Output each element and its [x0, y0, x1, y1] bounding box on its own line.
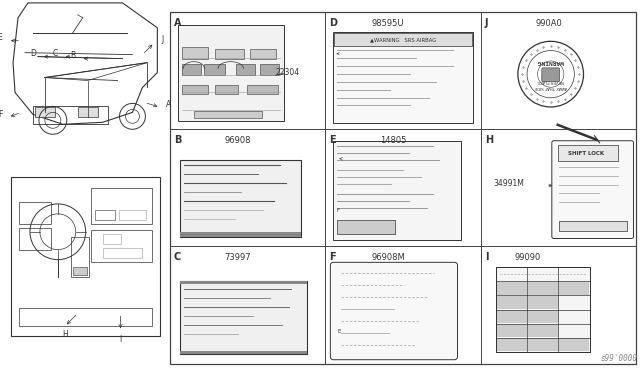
Text: ▲WARNING   SRS AIRBAG: ▲WARNING SRS AIRBAG — [370, 37, 436, 42]
Bar — [528, 310, 558, 323]
Text: A: A — [174, 18, 181, 28]
Bar — [497, 282, 527, 295]
Bar — [180, 351, 307, 354]
Text: B: B — [174, 135, 181, 145]
Text: J: J — [484, 18, 488, 28]
Bar — [102, 234, 120, 244]
Bar — [71, 237, 89, 276]
Text: E: E — [0, 33, 3, 42]
Text: A: A — [166, 100, 171, 109]
Bar — [528, 338, 558, 351]
Bar — [215, 49, 244, 59]
Text: F: F — [0, 110, 3, 119]
Bar — [333, 32, 473, 123]
Text: I: I — [484, 253, 488, 262]
Text: 73997: 73997 — [225, 253, 251, 262]
Bar — [178, 25, 284, 121]
Text: s99'0000: s99'0000 — [601, 354, 638, 363]
Bar — [77, 108, 98, 117]
Bar — [182, 85, 208, 94]
Text: 14805: 14805 — [380, 136, 406, 145]
Bar — [246, 85, 278, 94]
Bar — [250, 49, 276, 59]
Bar — [170, 12, 636, 364]
Text: 98595U: 98595U — [372, 19, 404, 28]
Bar — [180, 231, 301, 237]
Bar — [497, 296, 527, 309]
Bar — [91, 188, 152, 224]
Text: I: I — [120, 335, 122, 344]
Bar — [194, 110, 262, 118]
Bar — [558, 145, 618, 161]
Bar — [19, 228, 51, 250]
Bar — [497, 338, 527, 351]
Bar — [496, 267, 589, 352]
Bar — [215, 85, 238, 94]
Bar — [180, 281, 307, 354]
Text: NEVER PLACE: NEVER PLACE — [538, 79, 564, 83]
Text: 99090: 99090 — [515, 253, 541, 262]
Text: F: F — [336, 208, 339, 213]
Bar — [33, 106, 108, 124]
Text: C: C — [174, 253, 181, 262]
Bar — [182, 47, 208, 59]
Bar — [497, 324, 527, 337]
Bar — [180, 281, 307, 284]
Bar — [73, 267, 86, 275]
Bar — [337, 219, 395, 234]
Bar — [528, 324, 558, 337]
Bar — [559, 338, 589, 351]
Bar — [528, 296, 558, 309]
Bar — [118, 210, 147, 220]
Bar — [559, 221, 627, 231]
Bar — [19, 202, 51, 224]
Bar — [35, 108, 55, 117]
Text: 22304: 22304 — [276, 68, 300, 77]
Bar — [180, 160, 301, 237]
Bar — [528, 282, 558, 295]
Text: E: E — [337, 328, 340, 334]
FancyBboxPatch shape — [330, 262, 458, 360]
Text: J: J — [161, 35, 163, 44]
Bar — [95, 210, 115, 220]
Bar — [334, 33, 472, 46]
Text: D: D — [30, 49, 36, 58]
FancyBboxPatch shape — [552, 141, 634, 238]
Text: WARNING: WARNING — [538, 59, 564, 64]
Bar — [559, 282, 589, 295]
Bar — [91, 230, 152, 262]
Bar — [102, 248, 143, 258]
Text: H: H — [62, 330, 68, 339]
Text: C: C — [52, 49, 58, 58]
Bar — [204, 64, 225, 75]
Text: AWAY THAT SIDE: AWAY THAT SIDE — [534, 85, 567, 89]
FancyBboxPatch shape — [542, 68, 559, 82]
Bar — [19, 308, 152, 326]
Text: 96908M: 96908M — [372, 253, 406, 262]
Bar — [11, 177, 161, 336]
Text: 96908: 96908 — [225, 136, 251, 145]
Text: B: B — [70, 51, 76, 60]
Text: 34991M: 34991M — [493, 179, 524, 187]
Bar — [497, 310, 527, 323]
Bar — [182, 64, 201, 75]
Bar — [333, 141, 461, 240]
Text: F: F — [330, 253, 336, 262]
Text: 990A0: 990A0 — [535, 19, 562, 28]
Text: SHIFT LOCK: SHIFT LOCK — [568, 151, 605, 156]
Text: D: D — [330, 18, 337, 28]
Text: H: H — [484, 135, 493, 145]
Text: E: E — [330, 135, 336, 145]
Bar — [260, 64, 280, 75]
Bar — [236, 64, 255, 75]
